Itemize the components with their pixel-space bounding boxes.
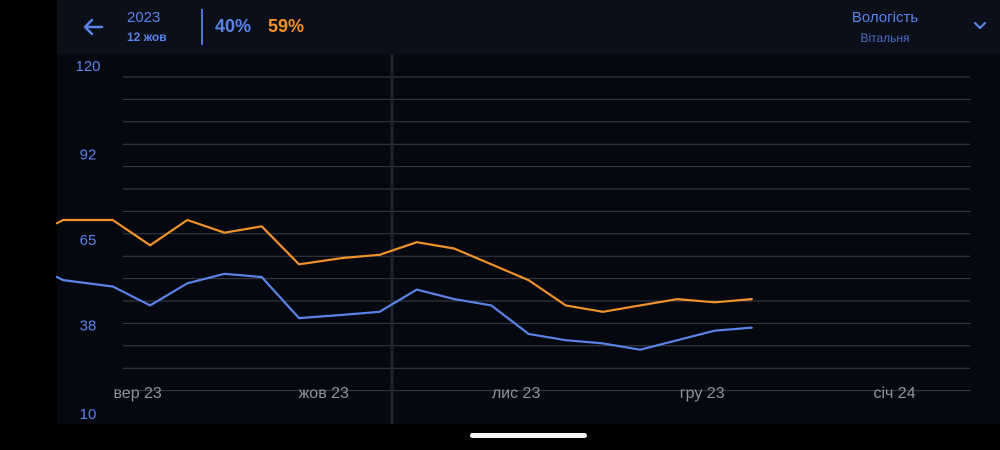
header-divider: [201, 9, 203, 45]
sensor-room: Вітальня: [860, 31, 910, 45]
y-tick-label: 120: [75, 58, 100, 75]
chevron-down-icon: [973, 21, 987, 30]
x-tick-label: січ 24: [873, 385, 915, 402]
back-button[interactable]: [77, 11, 109, 43]
series-line-1: [55, 218, 753, 313]
chart-series: [55, 218, 753, 351]
dropdown-button[interactable]: [970, 18, 990, 34]
sensor-name: Вологість: [851, 9, 919, 26]
date-day: 12 жов: [127, 30, 167, 44]
chart-background: [57, 54, 1000, 424]
x-tick-label: гру 23: [680, 385, 725, 402]
x-tick-label: вер 23: [113, 385, 161, 402]
reading-blue-value: 40%: [215, 16, 252, 36]
x-tick-label: жов 23: [299, 385, 349, 402]
y-tick-label: 65: [80, 232, 97, 249]
chart-grid: [123, 76, 970, 392]
x-tick-label: лис 23: [492, 385, 541, 402]
x-axis-labels: вер 23 жов 23 лис 23 гру 23 січ 24: [113, 385, 915, 402]
reading-orange-value: 59%: [268, 16, 305, 36]
date-year: 2023: [127, 9, 161, 26]
home-indicator: [470, 433, 587, 438]
y-tick-label: 10: [80, 406, 97, 423]
top-bar: [57, 0, 1000, 54]
sensor-selector[interactable]: Вологість Вітальня: [825, 9, 945, 46]
y-tick-label: 92: [80, 147, 97, 164]
y-axis-labels: 120 92 65 38 10: [75, 58, 100, 423]
series-line-2: [55, 272, 753, 351]
y-tick-label: 38: [80, 317, 97, 334]
arrow-left-icon: [83, 18, 104, 36]
date-selector[interactable]: 2023 12 жов: [127, 9, 197, 45]
